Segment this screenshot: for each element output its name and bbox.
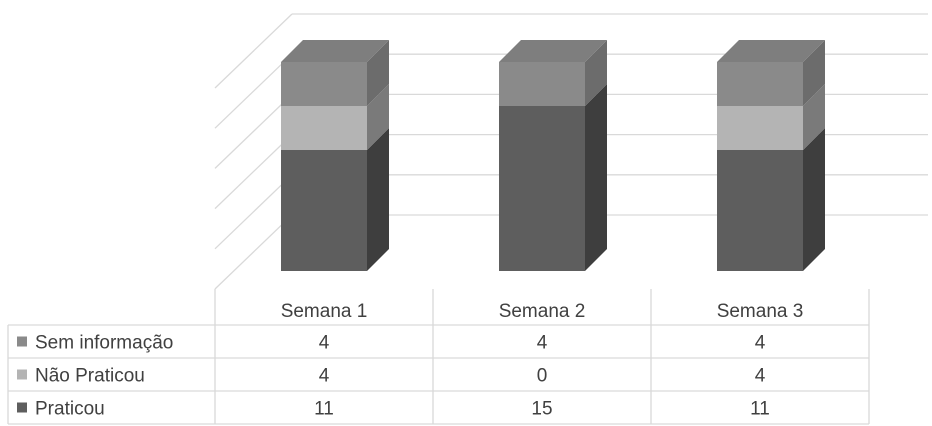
bar-sem-informacao-semana-3 — [717, 62, 803, 106]
gridline-side — [214, 13, 293, 89]
bar-top-semana-3 — [717, 40, 825, 62]
legend-label-sem-informacao: Sem informação — [35, 333, 173, 354]
gridline-side — [214, 174, 293, 250]
data-label-nao-praticou-semana-2: 0 — [537, 366, 548, 387]
legend-swatch-sem-informacao — [17, 336, 27, 347]
gridline-side — [214, 93, 293, 169]
bar-top-semana-1 — [281, 40, 389, 62]
bar-top-semana-2 — [499, 40, 607, 62]
data-label-nao-praticou-semana-1: 4 — [319, 366, 330, 387]
category-label-semana-2: Semana 2 — [499, 301, 586, 322]
category-label-semana-3: Semana 3 — [717, 301, 804, 322]
bar-sem-informacao-semana-2 — [499, 62, 585, 106]
bar-side-praticou-semana-3 — [803, 128, 825, 271]
data-label-sem-informacao-semana-2: 4 — [537, 333, 548, 354]
bar-nao-praticou-semana-3 — [717, 106, 803, 150]
bar-nao-praticou-semana-1 — [281, 106, 367, 150]
data-label-sem-informacao-semana-3: 4 — [755, 333, 766, 354]
bars-layer — [281, 40, 825, 271]
data-label-nao-praticou-semana-3: 4 — [755, 366, 766, 387]
data-label-sem-informacao-semana-1: 4 — [319, 333, 330, 354]
legend-swatch-nao-praticou — [17, 369, 27, 380]
bar-sem-informacao-semana-1 — [281, 62, 367, 106]
legend-label-nao-praticou: Não Praticou — [35, 366, 145, 387]
bar-praticou-semana-1 — [281, 150, 367, 271]
bar-praticou-semana-3 — [717, 150, 803, 271]
bar-side-praticou-semana-1 — [367, 128, 389, 271]
gridline-side — [214, 214, 293, 290]
bar-side-praticou-semana-2 — [585, 84, 607, 271]
data-label-praticou-semana-3: 11 — [750, 399, 770, 420]
gridline-side — [214, 134, 293, 210]
legend-swatch-praticou — [17, 402, 27, 413]
data-table: Semana 1 Semana 2 Semana 3 Sem informação 4 4… — [7, 289, 870, 425]
data-label-praticou-semana-1: 11 — [314, 399, 334, 420]
legend-label-praticou: Praticou — [35, 399, 105, 420]
bar-praticou-semana-2 — [499, 106, 585, 271]
data-label-praticou-semana-2: 15 — [531, 399, 552, 420]
category-label-semana-1: Semana 1 — [281, 301, 368, 322]
gridline-side — [214, 53, 293, 129]
